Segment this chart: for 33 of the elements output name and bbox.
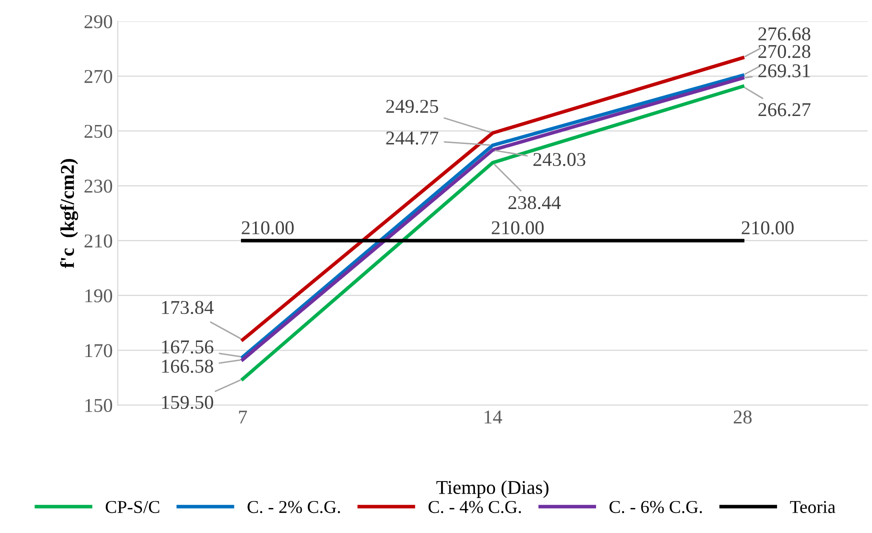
data-label: 269.31: [758, 64, 810, 78]
y-tick-label: 290: [84, 15, 112, 28]
y-axis-title: f'c (kgf/cm2): [60, 158, 78, 268]
x-axis-title: Tiempo (Dias): [436, 480, 548, 498]
data-label: 243.03: [533, 152, 586, 166]
y-tick-label: 250: [84, 124, 112, 138]
legend-label: CP-S/C: [106, 500, 160, 514]
y-tick-label: 230: [84, 180, 112, 193]
x-tick-label: 14: [484, 410, 502, 424]
data-label: 270.28: [758, 44, 810, 58]
legend-label: C. - 4% C.G.: [428, 500, 521, 514]
data-label: 173.84: [162, 300, 214, 314]
data-label: 249.25: [386, 100, 438, 113]
x-tick-label: 28: [734, 410, 752, 424]
y-tick-label: 170: [85, 344, 112, 358]
data-label: 276.68: [758, 27, 810, 41]
y-tick-label: 190: [85, 289, 112, 302]
data-label: 210.00: [242, 221, 294, 234]
data-label: 238.44: [508, 196, 561, 210]
data-label: 266.27: [758, 103, 810, 116]
legend-label: C. - 2% C.G.: [248, 500, 340, 514]
y-tick-label: 210: [84, 234, 112, 248]
x-tick-label: 7: [239, 410, 248, 424]
legend-label: Teoria: [790, 500, 836, 514]
data-label: 166.58: [162, 360, 214, 373]
y-tick-label: 150: [85, 398, 112, 412]
data-label: 210.00: [742, 221, 794, 234]
y-tick-label: 270: [84, 70, 112, 84]
data-label: 159.50: [162, 396, 214, 409]
legend-label: C. - 6% C.G.: [610, 500, 702, 514]
data-label: 167.56: [162, 340, 214, 354]
data-label: 244.77: [386, 132, 438, 145]
data-label: 210.00: [492, 221, 544, 234]
